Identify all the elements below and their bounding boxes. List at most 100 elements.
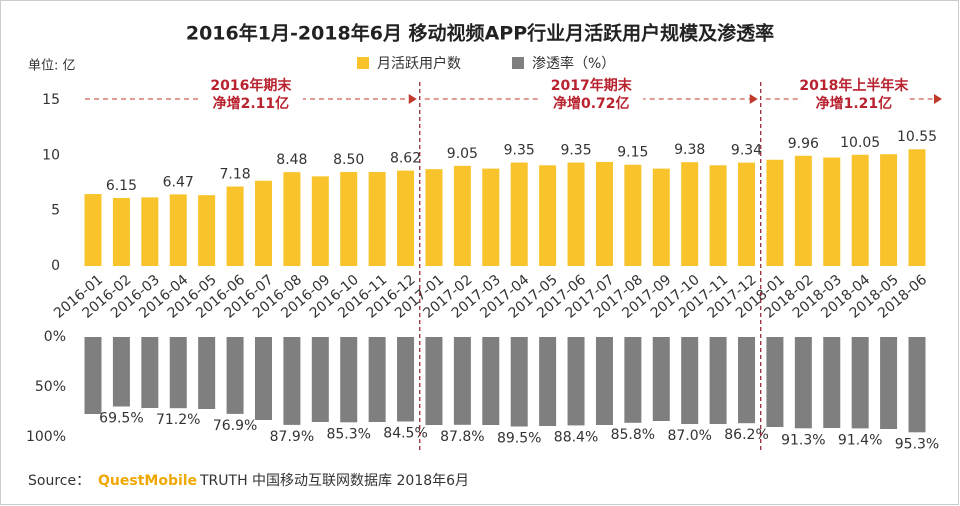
- bar: [567, 337, 585, 426]
- value-label: 89.5%: [497, 431, 541, 447]
- bar: [397, 170, 415, 266]
- bar: [169, 194, 187, 266]
- y-tick-label: 10: [42, 147, 60, 163]
- bar: [112, 197, 130, 266]
- bar: [794, 155, 812, 266]
- bar: [453, 165, 471, 266]
- bar: [453, 337, 471, 425]
- bar: [652, 168, 670, 266]
- bar: [766, 337, 784, 427]
- bar: [794, 337, 812, 429]
- annotation-text: 净增1.21亿: [816, 95, 893, 112]
- bar: [425, 169, 443, 266]
- legend-label: 渗透率（%）: [532, 55, 615, 72]
- bar: [823, 337, 841, 428]
- value-label: 85.3%: [326, 426, 370, 442]
- value-label: 6.15: [106, 178, 137, 194]
- value-label: 87.9%: [270, 429, 314, 445]
- value-label: 10.55: [897, 129, 937, 145]
- bar: [311, 176, 329, 266]
- bar: [283, 337, 301, 425]
- bar: [141, 197, 159, 266]
- value-label: 76.9%: [213, 418, 257, 434]
- value-label: 9.96: [788, 136, 819, 152]
- bar: [595, 161, 613, 266]
- bar: [851, 154, 869, 266]
- annotation-box: [198, 76, 303, 114]
- y-tick-label: 15: [42, 92, 60, 108]
- annotation-text: 净增0.72亿: [553, 95, 630, 112]
- bar: [624, 337, 642, 423]
- bar: [169, 337, 187, 409]
- bar: [397, 337, 415, 422]
- value-label: 87.8%: [440, 429, 484, 445]
- bar: [595, 337, 613, 425]
- value-label: 8.50: [333, 152, 364, 168]
- bar: [567, 162, 585, 266]
- bar: [254, 337, 272, 420]
- bar: [652, 337, 670, 421]
- bar: [226, 337, 244, 414]
- bar: [340, 171, 358, 266]
- bar: [709, 165, 727, 266]
- value-label: 9.35: [504, 143, 535, 159]
- bar: [198, 337, 216, 409]
- bar: [368, 171, 386, 266]
- annotation-text: 2017年期末: [551, 77, 633, 94]
- bar: [482, 168, 500, 266]
- value-label: 6.47: [163, 174, 194, 190]
- bar: [880, 337, 898, 429]
- y2-tick-label: 100%: [26, 429, 66, 445]
- bar: [766, 159, 784, 266]
- arrow-head: [408, 94, 417, 104]
- value-label: 95.3%: [895, 436, 939, 452]
- annotation-box: [539, 76, 644, 114]
- bar: [510, 337, 528, 427]
- bar: [908, 337, 926, 433]
- bar: [510, 162, 528, 266]
- y-tick-label: 5: [51, 203, 60, 219]
- value-label: 8.48: [276, 152, 307, 168]
- bar: [482, 337, 500, 425]
- bar: [624, 164, 642, 266]
- bar: [198, 195, 216, 266]
- chart-title: 2016年1月-2018年6月 移动视频APP行业月活跃用户规模及渗透率: [186, 22, 774, 45]
- value-label: 9.15: [617, 145, 648, 161]
- bar: [738, 162, 756, 266]
- bar: [880, 154, 898, 266]
- y2-tick-label: 50%: [35, 379, 66, 395]
- bar: [851, 337, 869, 429]
- bar: [311, 337, 329, 422]
- value-label: 10.05: [840, 135, 880, 151]
- value-label: 91.3%: [781, 432, 825, 448]
- bar: [340, 337, 358, 423]
- y-tick-label: 0: [51, 258, 60, 274]
- value-label: 69.5%: [99, 411, 143, 427]
- value-label: 86.2%: [724, 427, 768, 443]
- value-label: 9.35: [560, 143, 591, 159]
- bar: [539, 337, 557, 426]
- value-label: 9.38: [674, 142, 705, 158]
- legend-swatch: [512, 57, 524, 69]
- bar: [112, 337, 130, 407]
- annotation-text: 净增2.11亿: [213, 95, 290, 112]
- bar: [681, 162, 699, 266]
- value-label: 84.5%: [383, 426, 427, 442]
- legend-swatch: [357, 57, 369, 69]
- source-label: Source：: [28, 473, 90, 489]
- annotation-text: 2016年期末: [210, 77, 292, 94]
- bar: [84, 337, 102, 414]
- annotation-text: 2018年上半年末: [799, 77, 909, 94]
- value-label: 7.18: [219, 167, 250, 183]
- source-text: TRUTH 中国移动互联网数据库 2018年6月: [199, 473, 469, 489]
- bar: [681, 337, 699, 424]
- bar: [738, 337, 756, 424]
- bar: [908, 149, 926, 266]
- value-label: 9.05: [447, 146, 478, 162]
- value-label: 71.2%: [156, 412, 200, 428]
- bar: [254, 180, 272, 266]
- value-label: 88.4%: [554, 429, 598, 445]
- value-label: 91.4%: [838, 432, 882, 448]
- bar: [84, 194, 102, 266]
